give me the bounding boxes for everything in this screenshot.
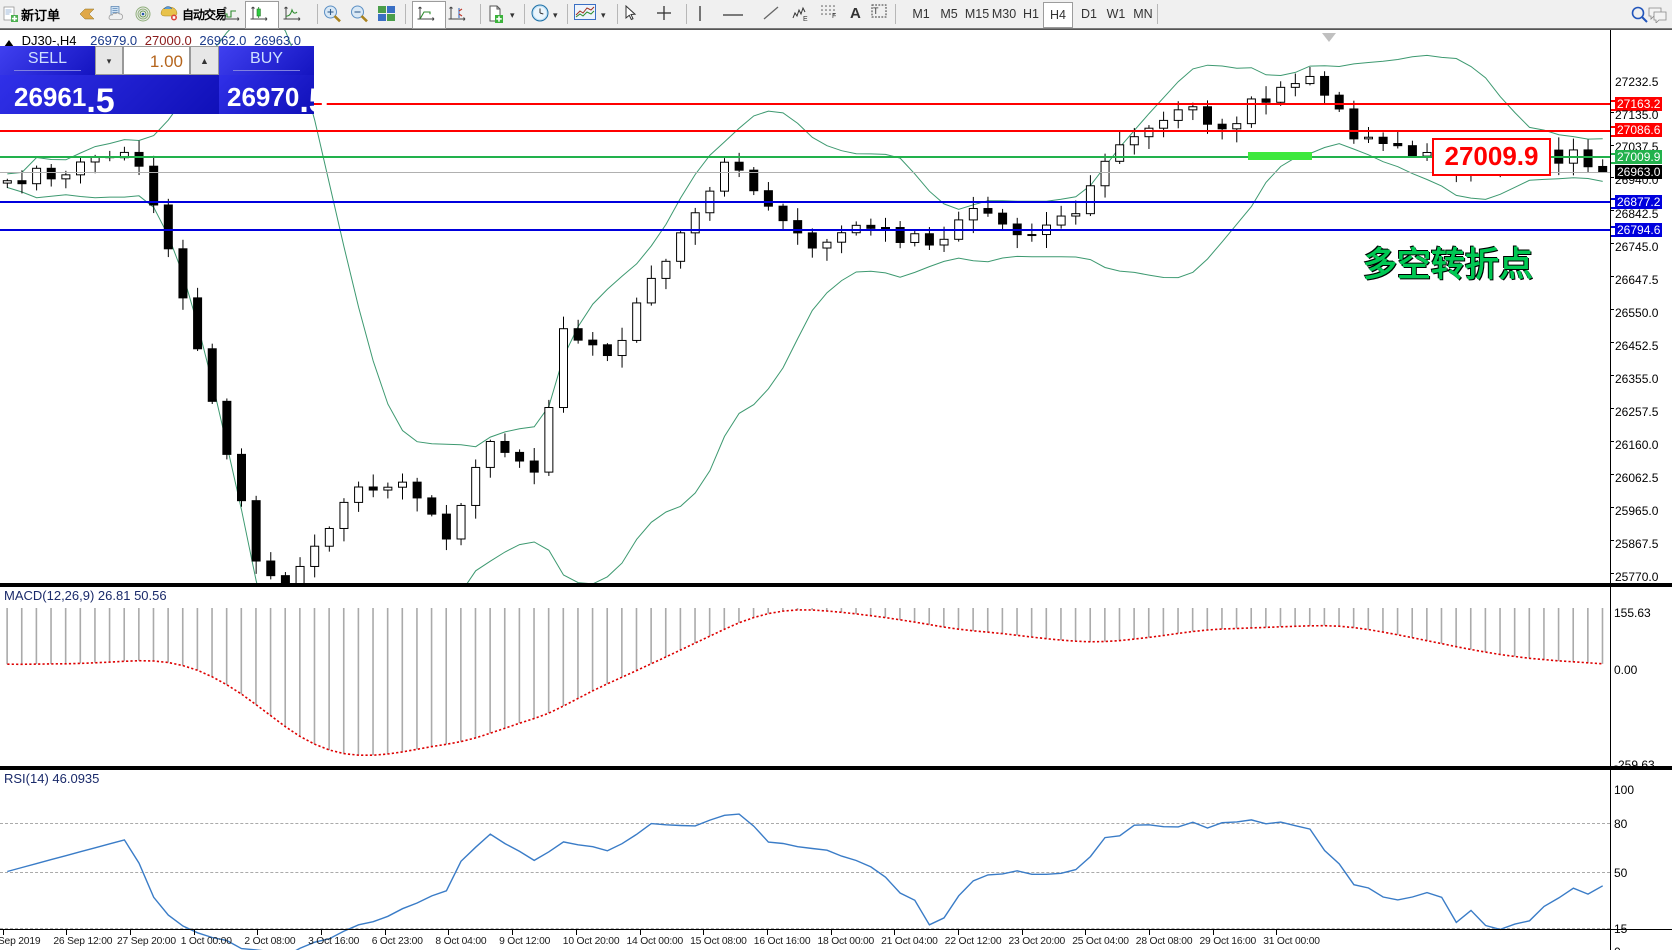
svg-text:T: T — [873, 6, 879, 16]
svg-text:F: F — [832, 13, 836, 19]
svg-text:E: E — [803, 16, 808, 22]
